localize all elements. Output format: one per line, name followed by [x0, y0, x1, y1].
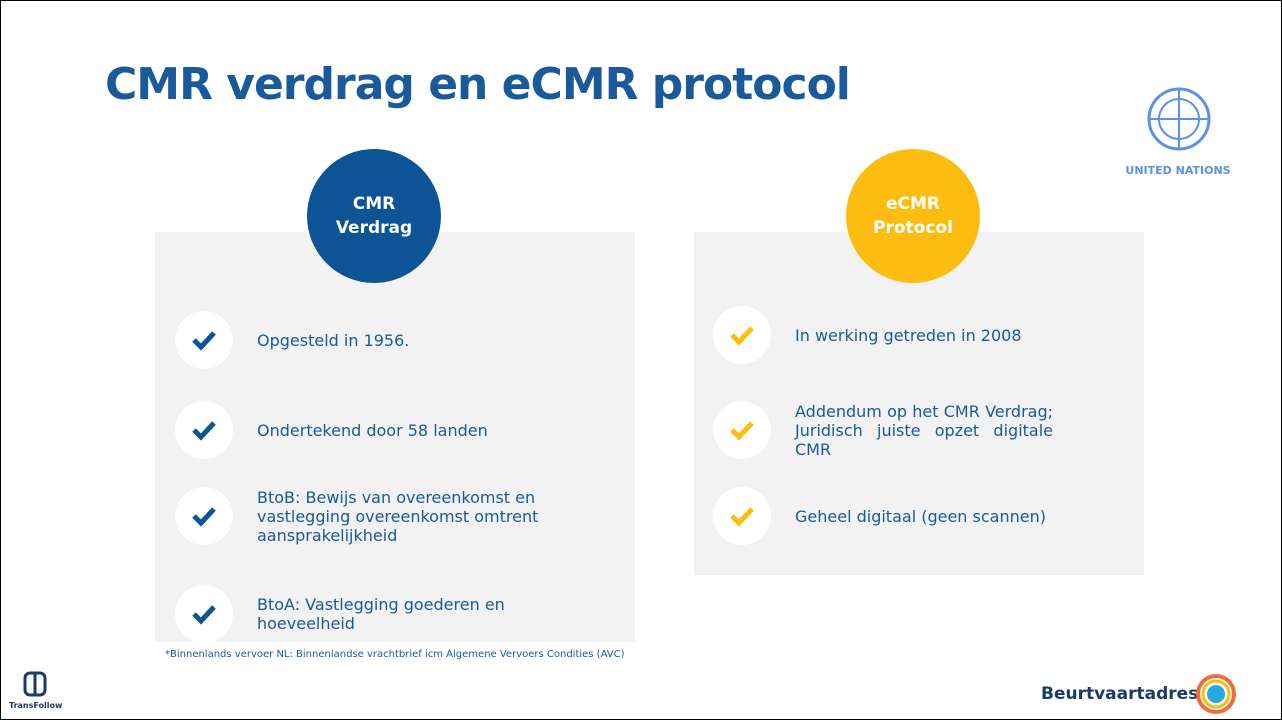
un-emblem: [1147, 87, 1211, 151]
title: CMR verdrag en eCMR protocol: [105, 59, 851, 110]
footnote: *Binnenlands vervoer NL: Binnenlandse vr…: [165, 649, 625, 660]
item-text: Geheel digitaal (geen scannen): [795, 506, 1046, 526]
heading-line: CMR: [352, 194, 396, 214]
item-text: BtoA: Vastlegging goederen en hoeveelhei…: [257, 595, 505, 633]
list-item: BtoB: Bewijs van overeenkomst en vastleg…: [175, 487, 555, 545]
item-text: Ondertekend door 58 landen: [257, 420, 488, 440]
un-label: UNITED NATIONS: [1125, 164, 1231, 177]
list-item: In werking getreden in 2008: [713, 306, 1053, 364]
item-text: In werking getreden in 2008: [795, 325, 1022, 345]
left-panel: [155, 232, 635, 642]
list-item: Geheel digitaal (geen scannen): [713, 487, 1053, 545]
check-icon: [175, 487, 233, 545]
item-text: Opgesteld in 1956.: [257, 330, 410, 350]
item-text: Addendum op het CMR Verdrag; Juridisch j…: [795, 401, 1053, 459]
check-icon: [175, 585, 233, 643]
beurtvaart-icon: [1196, 674, 1236, 714]
list-item: BtoA: Vastlegging goederen en hoeveelhei…: [175, 585, 555, 643]
transfollow-icon: [23, 671, 47, 697]
left-heading: CMR Verdrag: [307, 149, 441, 283]
right-heading: eCMR Protocol: [846, 149, 980, 283]
check-icon: [713, 487, 771, 545]
heading-line: eCMR: [885, 194, 940, 214]
heading-line: Protocol: [873, 218, 953, 238]
check-icon: [175, 311, 233, 369]
check-icon: [713, 401, 771, 459]
heading-line: Verdrag: [335, 218, 413, 238]
beurtvaart-label: Beurtvaartadres: [1041, 684, 1199, 704]
list-item: Ondertekend door 58 landen: [175, 401, 555, 459]
transfollow-label: TransFollow: [9, 701, 63, 710]
item-text: BtoB: Bewijs van overeenkomst en vastleg…: [257, 487, 539, 545]
check-icon: [713, 306, 771, 364]
check-icon: [175, 401, 233, 459]
list-item: Opgesteld in 1956.: [175, 311, 555, 369]
list-item: Addendum op het CMR Verdrag; Juridisch j…: [713, 401, 1053, 459]
